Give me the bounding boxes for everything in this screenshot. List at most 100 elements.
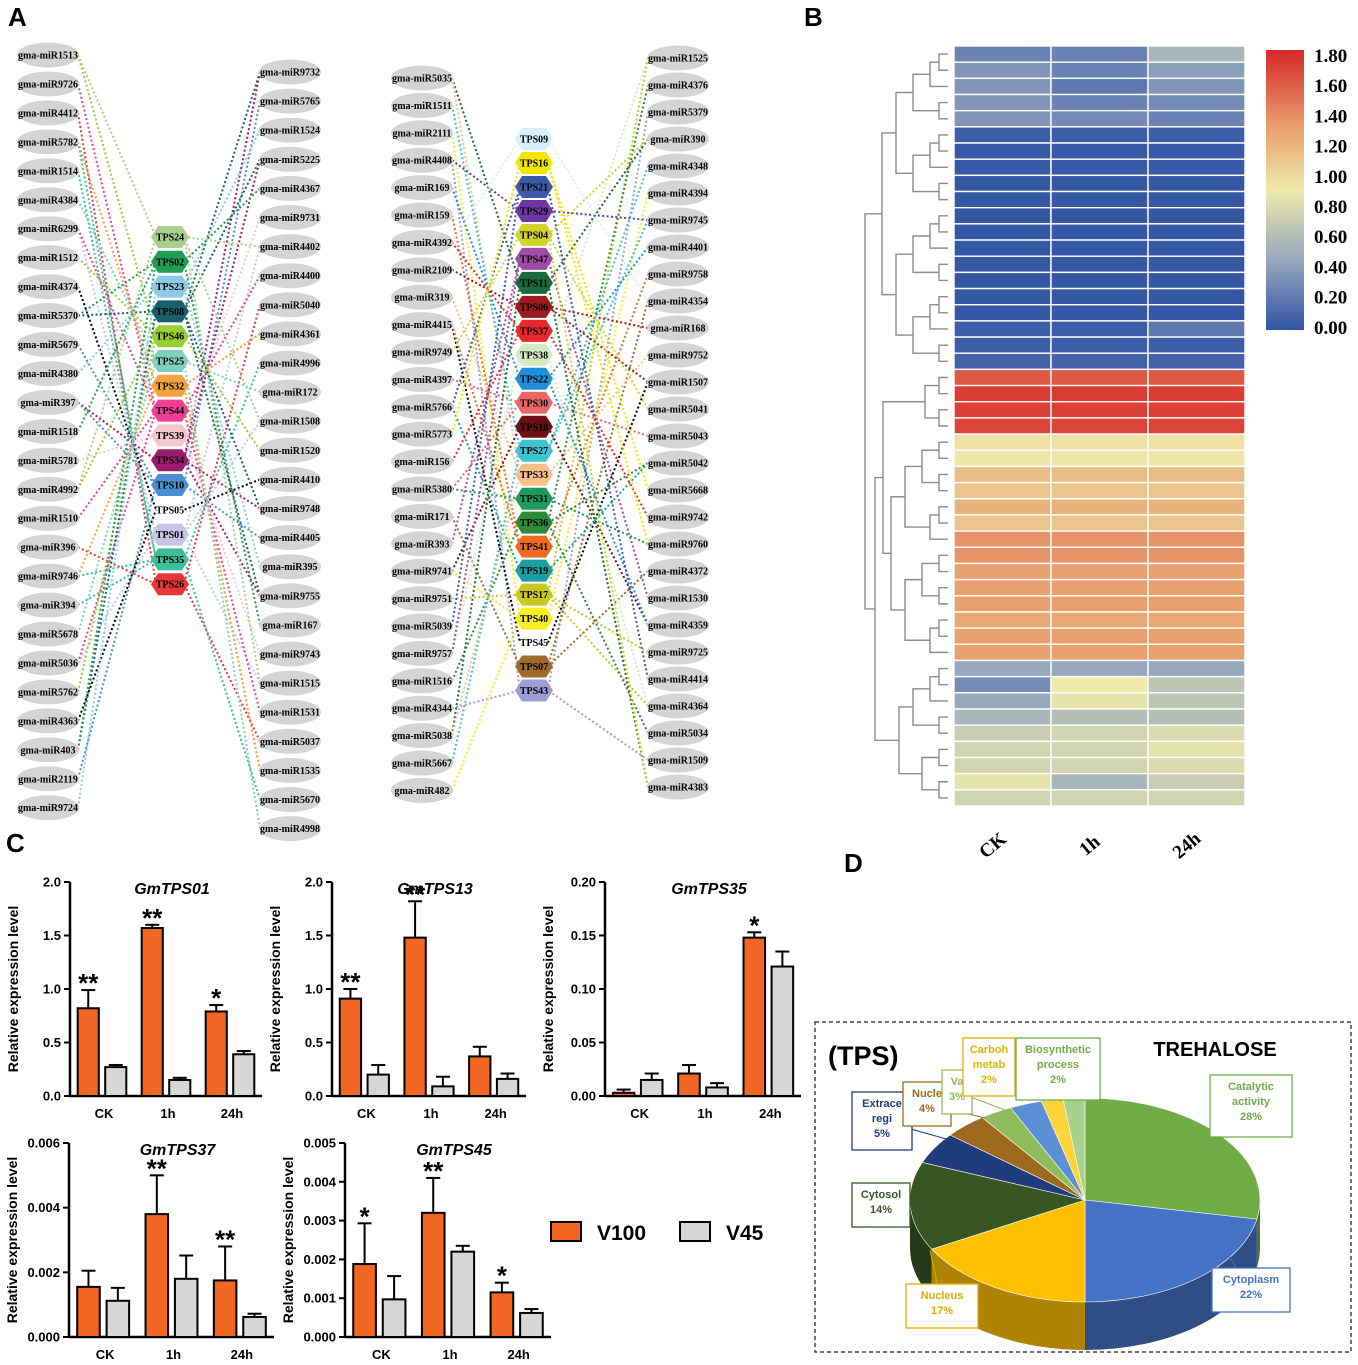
mirna-label: gma-miR4394	[648, 189, 708, 200]
mirna-node	[259, 59, 321, 85]
heatmap-cell	[1050, 45, 1149, 63]
callout-text: Biosynthetic	[1025, 1044, 1091, 1056]
mirna-label: gma-miR319	[395, 293, 450, 304]
mirna-label: gma-miR5042	[648, 459, 708, 470]
network-edge	[451, 618, 521, 791]
heatmap-cell	[1050, 142, 1149, 160]
callout-box	[851, 1182, 911, 1228]
heatmap-cell	[1147, 320, 1246, 338]
network-edge	[547, 300, 649, 667]
heatmap-cell	[1147, 692, 1246, 710]
mirna-label: gma-miR1520	[260, 446, 320, 457]
heatmap-cell	[1050, 336, 1149, 354]
tps-node	[515, 151, 553, 174]
bar-v45	[381, 1298, 407, 1339]
heatmap-cell	[1147, 158, 1246, 177]
mirna-label: gma-miR4408	[392, 156, 452, 167]
network-edge	[547, 522, 649, 734]
mirna-node	[259, 816, 321, 842]
dendrogram-branch	[895, 91, 913, 175]
tps-node	[151, 399, 189, 422]
heatmap-cell	[953, 449, 1052, 468]
callout-text: metab	[973, 1059, 1006, 1071]
heatmap-cell	[1050, 708, 1149, 726]
heatmap-cell	[1147, 433, 1246, 451]
network-edge	[183, 236, 261, 248]
network-edge	[77, 558, 157, 606]
heatmap-cell	[1050, 514, 1149, 532]
mirna-node	[391, 339, 453, 365]
tps-node	[151, 474, 189, 496]
network-edge	[77, 260, 157, 317]
tps-node	[515, 271, 553, 294]
heatmap-cell	[953, 45, 1052, 63]
mirna-label: gma-miR1509	[648, 756, 708, 767]
heatmap-cell	[1147, 562, 1246, 581]
network-edge	[183, 435, 261, 655]
callout-text: Va	[951, 1076, 965, 1088]
mirna-node	[647, 450, 709, 476]
callout-text: Catalytic	[1228, 1081, 1274, 1093]
tps-label: TPS04	[520, 230, 548, 241]
significance-mark: **	[147, 1153, 168, 1183]
mirna-node	[391, 695, 453, 721]
mirna-node	[647, 693, 709, 719]
tps-label: TPS19	[520, 566, 548, 577]
heatmap-cell	[953, 304, 1052, 322]
heatmap-cell	[953, 514, 1052, 532]
heatmap-cell	[953, 724, 1052, 743]
mirna-label: gma-miR5041	[648, 405, 708, 416]
heatmap-cell	[1147, 304, 1246, 322]
network-edge	[451, 160, 521, 691]
mirna-node	[391, 421, 453, 447]
mirna-label: gma-miR396	[21, 543, 76, 554]
go-pie-chart: (TPS) TREHALOSE Catalytic activity 28% Cytopl…	[814, 1021, 1352, 1353]
y-tick-label: 0.004	[27, 1200, 60, 1215]
pie-side-Cytoplasm	[1085, 1219, 1257, 1350]
bar-v45	[232, 1053, 256, 1098]
mirna-label: gma-miR5036	[18, 658, 78, 669]
mirna-node	[647, 288, 709, 314]
mirna-label: gma-miR5670	[260, 795, 320, 806]
network-edge	[451, 77, 521, 284]
x-tick-label: 24h	[759, 1106, 781, 1121]
y-axis-label: Relative expression level	[280, 1157, 296, 1324]
mirna-node	[647, 774, 709, 800]
heatmap-cell	[1147, 93, 1246, 112]
x-tick-label: CK	[372, 1347, 391, 1362]
tps-node	[515, 367, 553, 390]
mirna-node	[17, 303, 79, 329]
mirna-label: gma-miR1516	[392, 676, 452, 687]
mirna-node	[391, 723, 453, 749]
mirna-label: gma-miR168	[651, 324, 706, 335]
dendrogram-branch	[938, 781, 948, 799]
tps-label: TPS02	[156, 257, 184, 268]
callout-text: 14%	[870, 1204, 892, 1216]
mirna-label: gma-miR156	[395, 457, 450, 468]
mirna-node	[17, 158, 79, 184]
heatmap-column-label: 1h	[1076, 831, 1105, 860]
network-edge	[183, 459, 261, 597]
heatmap-cell	[953, 223, 1052, 241]
network-edge	[451, 241, 521, 332]
tps-node	[515, 559, 553, 582]
bar-v100	[352, 1263, 377, 1339]
mirna-node	[391, 586, 453, 612]
pie-slice-Cytoplasm	[1084, 1199, 1258, 1303]
mirna-label: gma-miR159	[395, 211, 450, 222]
mirna-label: gma-miR1510	[18, 514, 78, 525]
heatmap-cell	[1050, 740, 1149, 759]
network-edge	[77, 285, 157, 375]
mirna-node	[647, 45, 709, 71]
tps-node	[515, 247, 553, 270]
heatmap-cell	[1147, 368, 1246, 387]
mirna-node	[647, 99, 709, 125]
network-edge	[451, 296, 521, 476]
heatmap-cell	[1050, 692, 1149, 710]
mirna-node	[647, 369, 709, 395]
callout-box	[1015, 1037, 1101, 1101]
x-tick-label: 24h	[221, 1106, 243, 1121]
x-tick-label: CK	[95, 1106, 114, 1121]
mirna-label: gma-miR4412	[18, 108, 78, 119]
mirna-label: gma-miR1525	[648, 54, 708, 65]
